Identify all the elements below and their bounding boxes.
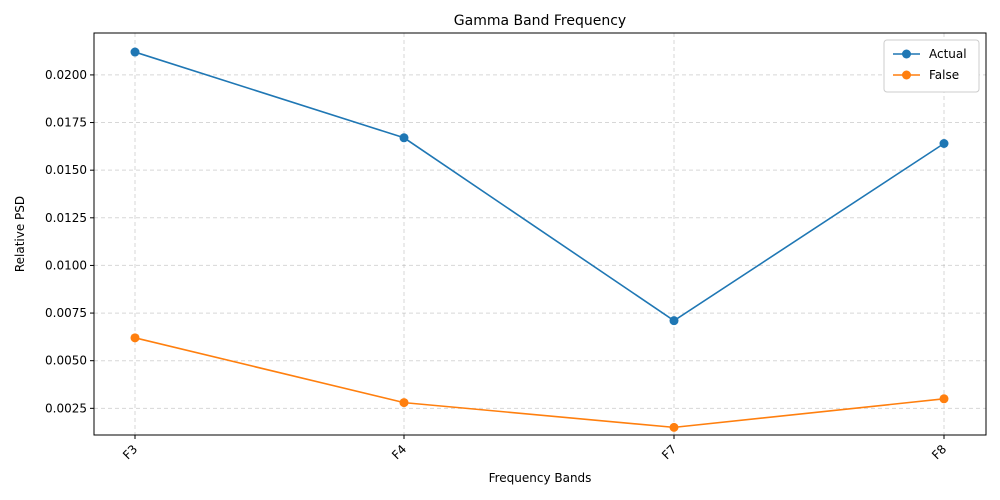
data-point-false (669, 422, 679, 432)
data-point-false (399, 398, 409, 408)
data-point-actual (669, 316, 679, 326)
legend-marker-false (902, 70, 911, 80)
plot-area-frame (93, 32, 987, 436)
y-axis-label: Relative PSD (13, 196, 27, 272)
y-tick-label: 0.0100 (45, 258, 87, 272)
y-tick-label: 0.0075 (45, 306, 87, 320)
data-point-actual (939, 139, 949, 149)
y-tick-label: 0.0125 (45, 211, 87, 225)
y-tick-label: 0.0175 (45, 116, 87, 130)
legend-label-actual: Actual (929, 47, 967, 61)
data-point-false (939, 394, 949, 404)
data-point-actual (399, 133, 409, 143)
series-line-actual (134, 51, 945, 322)
y-tick-label: 0.0050 (45, 354, 87, 368)
data-series (130, 47, 949, 432)
y-tick-label: 0.0025 (45, 401, 87, 415)
legend-marker-actual (902, 49, 911, 59)
series-line-false (134, 337, 945, 429)
y-axis-ticks: 0.0025 0.0050 0.0075 0.0100 0.0125 0.0150 0.01… (45, 68, 94, 415)
legend: Actual False (883, 39, 980, 93)
data-point-actual (130, 47, 140, 57)
legend-label-false: False (929, 68, 959, 82)
y-tick-label: 0.0200 (45, 68, 87, 82)
data-point-false (130, 333, 140, 343)
x-axis-label: Frequency Bands (489, 471, 592, 485)
chart-title: Gamma Band Frequency (454, 13, 626, 29)
y-tick-label: 0.0150 (45, 163, 87, 177)
grid-lines (94, 33, 986, 435)
